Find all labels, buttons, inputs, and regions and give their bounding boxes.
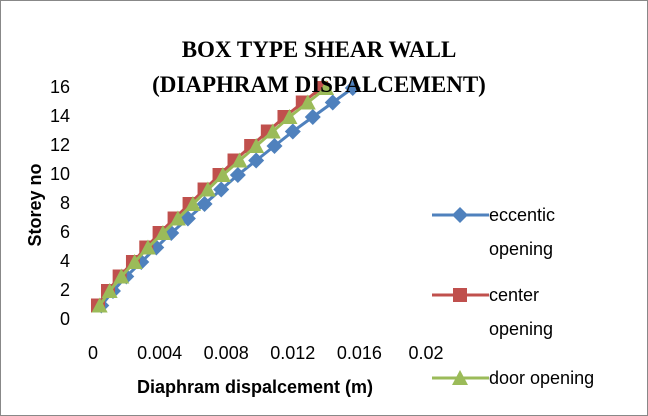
legend-marker (453, 288, 467, 302)
y-tick-label: 14 (50, 106, 70, 126)
x-tick-label: 0.02 (408, 343, 443, 363)
marker-triangle (264, 123, 281, 139)
x-axis-label: Diaphram dispalcement (m) (137, 377, 373, 397)
marker-triangle (169, 210, 186, 226)
x-tick-label: 0.016 (337, 343, 382, 363)
marker-triangle (184, 196, 201, 211)
marker-triangle (231, 152, 248, 168)
marker-triangle (101, 283, 118, 298)
series-line (98, 86, 328, 307)
y-tick-label: 10 (50, 164, 70, 184)
y-tick-label: 12 (50, 135, 70, 155)
x-tick-label: 0.008 (204, 343, 249, 363)
legend-marker (452, 370, 468, 385)
marker-triangle (126, 254, 143, 269)
marker-diamond (229, 167, 246, 183)
y-tick-label: 2 (60, 280, 70, 300)
series-line (100, 86, 354, 307)
y-tick-label: 4 (60, 251, 70, 271)
x-tick-label: 0.004 (137, 343, 182, 363)
marker-diamond (196, 196, 213, 212)
marker-diamond (324, 94, 341, 111)
y-tick-label: 8 (60, 193, 70, 213)
marker-diamond (213, 181, 230, 198)
legend-label: door opening (489, 368, 595, 388)
marker-triangle (299, 94, 316, 110)
y-tick-label: 6 (60, 222, 70, 242)
marker-triangle (113, 268, 130, 284)
marker-triangle (318, 80, 335, 95)
x-tick-label: 0.012 (270, 343, 315, 363)
legend-marker (452, 207, 468, 223)
marker-diamond (284, 123, 301, 140)
marker-triangle (199, 181, 216, 197)
y-axis-label: Storey no (25, 163, 45, 246)
marker-diamond (266, 138, 283, 154)
marker-triangle (139, 239, 156, 255)
marker-diamond (304, 109, 321, 125)
legend-label: eccentic opening (489, 205, 556, 259)
marker-diamond (248, 152, 265, 169)
marker-diamond (344, 80, 361, 96)
x-tick-label: 0 (88, 343, 98, 363)
legend-label: center opening (489, 285, 554, 339)
marker-triangle (281, 109, 298, 124)
y-tick-label: 0 (60, 309, 70, 329)
marker-triangle (214, 167, 231, 182)
y-tick-label: 16 (50, 77, 70, 97)
chart-title: BOX TYPE SHEAR WALL (DIAPHRAM DISPALCEME… (152, 37, 486, 97)
marker-triangle (154, 225, 171, 240)
marker-triangle (91, 297, 108, 313)
marker-triangle (248, 138, 265, 153)
